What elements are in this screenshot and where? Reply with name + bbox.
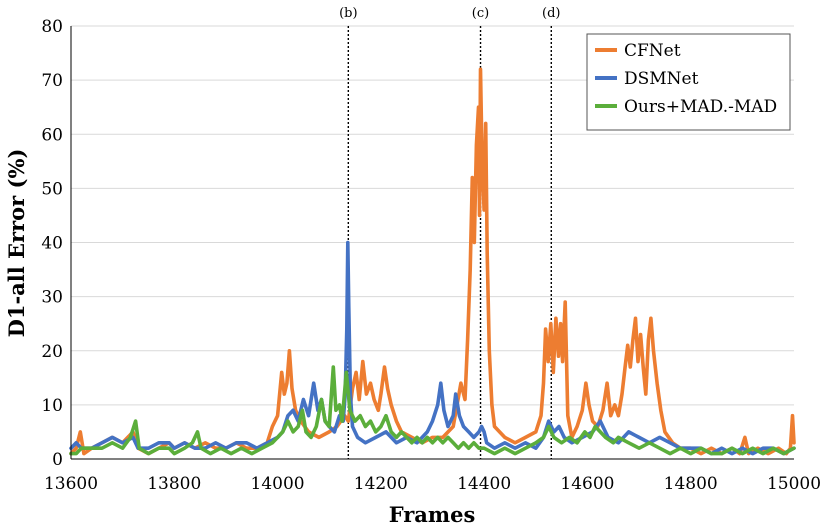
grid-lines xyxy=(71,25,794,406)
y-tick-80: 80 xyxy=(41,17,63,37)
y-axis-title: D1-all Error (%) xyxy=(4,149,29,338)
marker-label-0: (b) xyxy=(339,6,357,21)
x-tick-14200: 14200 xyxy=(354,474,408,494)
x-tick-13800: 13800 xyxy=(147,474,201,494)
legend-label-2: Ours+MAD.-MAD xyxy=(624,97,777,117)
series-line-1 xyxy=(69,240,796,456)
series-line-0 xyxy=(69,67,796,456)
x-axis-title: Frames xyxy=(389,502,476,527)
y-tick-60: 60 xyxy=(41,125,63,145)
series-lines xyxy=(69,67,796,456)
y-tick-0: 0 xyxy=(52,450,63,470)
marker-label-2: (d) xyxy=(542,6,560,21)
legend-label-0: CFNet xyxy=(624,41,681,61)
y-tick-70: 70 xyxy=(41,71,63,91)
marker-label-1: (c) xyxy=(472,6,489,21)
legend-label-1: DSMNet xyxy=(624,69,699,89)
y-tick-50: 50 xyxy=(41,179,63,199)
y-tick-20: 20 xyxy=(41,342,63,362)
y-tick-40: 40 xyxy=(41,234,63,254)
legend: CFNet DSMNet Ours+MAD.-MAD xyxy=(586,33,791,131)
x-tick-labels: 13600 13800 14000 14200 14400 14600 14800 15000 xyxy=(44,474,821,494)
x-tick-14800: 14800 xyxy=(664,474,718,494)
series-line-2 xyxy=(69,365,796,456)
x-tick-14600: 14600 xyxy=(560,474,614,494)
y-tick-30: 30 xyxy=(41,288,63,308)
y-tick-labels: 0 10 20 30 40 50 60 70 80 xyxy=(41,17,63,470)
y-tick-10: 10 xyxy=(41,396,63,416)
x-tick-14000: 14000 xyxy=(251,474,305,494)
legend-box xyxy=(586,33,791,131)
x-tick-13600: 13600 xyxy=(44,474,98,494)
x-tick-14400: 14400 xyxy=(457,474,511,494)
x-tick-15000: 15000 xyxy=(767,474,821,494)
axes xyxy=(70,26,794,460)
